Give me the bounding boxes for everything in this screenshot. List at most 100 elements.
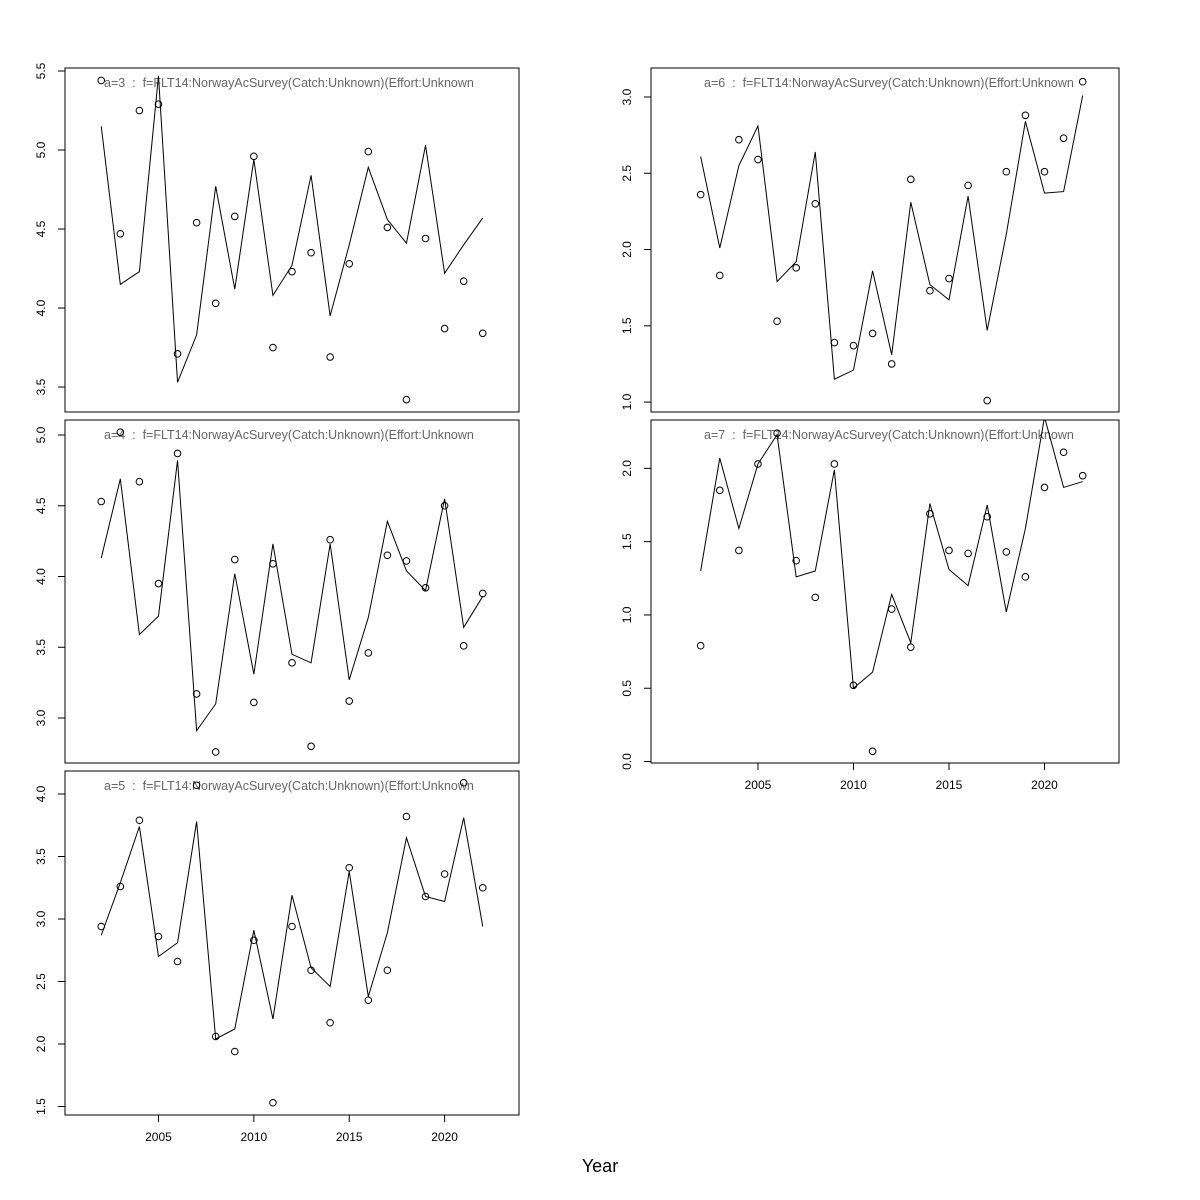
y-tick-label: 3.5 — [34, 848, 48, 865]
observed-point — [1002, 167, 1011, 176]
observed-point — [288, 267, 296, 276]
x-tick-label: 2010 — [840, 778, 867, 792]
panel-title: a=6 : f=FLT14:NorwayAcSurvey(Catch:Unkno… — [704, 76, 1074, 90]
panel-title: a=3 : f=FLT14:NorwayAcSurvey(Catch:Unkno… — [104, 76, 474, 90]
observed-point — [792, 556, 800, 565]
y-tick-label: 1.5 — [620, 533, 634, 550]
observed-point — [1078, 471, 1087, 480]
observed-point — [983, 512, 991, 521]
observed-point — [440, 501, 449, 510]
observed-point — [868, 329, 877, 338]
y-tick-label: 2.0 — [620, 241, 634, 258]
y-tick-label: 4.5 — [34, 497, 48, 514]
observed-point — [288, 659, 296, 667]
observed-point — [715, 486, 724, 495]
observed-point — [459, 642, 468, 650]
observed-point — [830, 460, 839, 468]
panel-title: a=7 : f=FLT14:NorwayAcSurvey(Catch:Unkno… — [704, 428, 1074, 442]
observed-point — [1021, 111, 1030, 120]
observed-point — [868, 747, 877, 756]
observed-point — [735, 135, 743, 144]
observed-point — [288, 922, 296, 931]
observed-point — [135, 106, 144, 115]
observed-point — [926, 510, 934, 518]
observed-point — [135, 477, 144, 486]
observed-point — [173, 449, 182, 458]
observed-point — [269, 1098, 277, 1107]
observed-point — [97, 922, 106, 931]
observed-point — [173, 350, 182, 358]
observed-point — [211, 1032, 220, 1041]
plot-frame — [650, 419, 1120, 764]
y-tick-label: 2.0 — [34, 1035, 48, 1052]
observed-point — [945, 274, 953, 283]
observed-point — [307, 966, 315, 975]
observed-point — [230, 212, 239, 221]
observed-point — [478, 883, 487, 892]
observed-point — [754, 155, 762, 164]
observed-point — [440, 324, 449, 333]
observed-point — [906, 643, 915, 652]
observed-point — [1059, 134, 1068, 142]
observed-point — [696, 641, 705, 650]
y-tick-label: 0.5 — [620, 680, 634, 697]
panel: a=4 : f=FLT14:NorwayAcSurvey(Catch:Unkno… — [34, 419, 520, 764]
observed-point — [383, 223, 392, 232]
observed-point — [964, 549, 972, 558]
panel-title: a=5 : f=FLT14:NorwayAcSurvey(Catch:Unkno… — [104, 779, 474, 793]
observed-point — [307, 248, 315, 257]
y-tick-label: 5.5 — [34, 62, 48, 79]
observed-point — [250, 936, 258, 945]
observed-point — [211, 748, 220, 756]
panel: a=3 : f=FLT14:NorwayAcSurvey(Catch:Unkno… — [34, 62, 520, 413]
observed-point — [983, 396, 991, 405]
observed-point — [326, 1018, 334, 1027]
x-tick-label: 2005 — [145, 1130, 172, 1144]
observed-point — [154, 932, 163, 941]
observed-point — [116, 229, 125, 238]
observed-point — [326, 353, 334, 361]
observed-point — [478, 329, 487, 338]
plot-frame — [64, 67, 520, 413]
y-tick-label: 3.5 — [34, 378, 48, 395]
observed-point — [887, 605, 896, 613]
observed-point — [135, 816, 144, 825]
observed-point — [811, 593, 820, 602]
y-tick-label: 4.5 — [34, 220, 48, 237]
observed-point — [269, 343, 277, 352]
observed-point — [811, 199, 820, 208]
observed-point — [906, 175, 915, 184]
observed-point — [1078, 77, 1087, 86]
observed-point — [1021, 573, 1030, 581]
observed-point — [849, 341, 858, 350]
plot-frame — [64, 419, 520, 764]
observed-point — [735, 546, 743, 555]
observed-point — [250, 152, 258, 161]
fitted-line — [700, 95, 1084, 380]
observed-point — [402, 812, 411, 821]
observed-point — [1040, 483, 1049, 492]
x-tick-label: 2010 — [240, 1130, 267, 1144]
y-tick-label: 0.0 — [620, 753, 634, 770]
observed-point — [307, 742, 315, 751]
observed-point — [345, 259, 354, 268]
y-tick-label: 1.5 — [34, 1098, 48, 1115]
x-tick-label: 2015 — [336, 1130, 363, 1144]
fitted-line — [700, 420, 1083, 690]
observed-point — [97, 497, 106, 506]
observed-point — [154, 579, 163, 588]
y-tick-label: 5.0 — [34, 141, 48, 158]
fitted-line — [100, 460, 484, 733]
y-tick-label: 4.0 — [34, 568, 48, 585]
x-tick-label: 2020 — [1031, 778, 1058, 792]
observed-point — [773, 317, 781, 326]
observed-point — [116, 428, 125, 436]
panel-title: a=4 : f=FLT14:NorwayAcSurvey(Catch:Unkno… — [104, 428, 474, 442]
observed-point — [383, 551, 392, 560]
y-tick-label: 2.5 — [620, 165, 634, 182]
x-tick-label: 2015 — [936, 778, 963, 792]
plot-frame — [64, 770, 520, 1116]
observed-point — [964, 181, 972, 190]
observed-point — [173, 957, 182, 966]
